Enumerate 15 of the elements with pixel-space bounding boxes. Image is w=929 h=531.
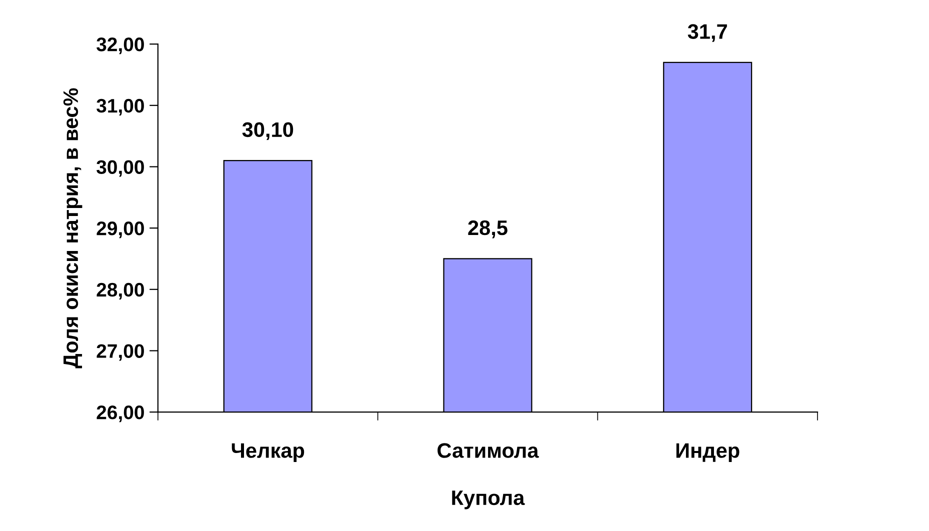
y-tick-label: 29,00 [96, 222, 144, 238]
data-label: 30,10 [242, 122, 294, 140]
y-tick-label: 27,00 [96, 344, 144, 361]
x-tick-label: Сатимола [438, 443, 539, 458]
y-tick-label: 32,00 [96, 38, 144, 54]
y-tick-label: 28,00 [96, 282, 144, 300]
x-tick-label: Индер [676, 443, 740, 462]
x-tick-label: Челкар [232, 443, 304, 462]
y-tick-label: 26,00 [96, 406, 144, 422]
y-tick-label: 31,00 [96, 98, 144, 116]
x-axis-title: Купола [452, 490, 525, 510]
y-tick-label: 30,00 [96, 160, 144, 177]
y-axis-title: Доля окиси натрия, в вес% [63, 88, 82, 368]
data-label: 31,7 [688, 24, 727, 42]
data-label: 28,5 [468, 220, 508, 238]
